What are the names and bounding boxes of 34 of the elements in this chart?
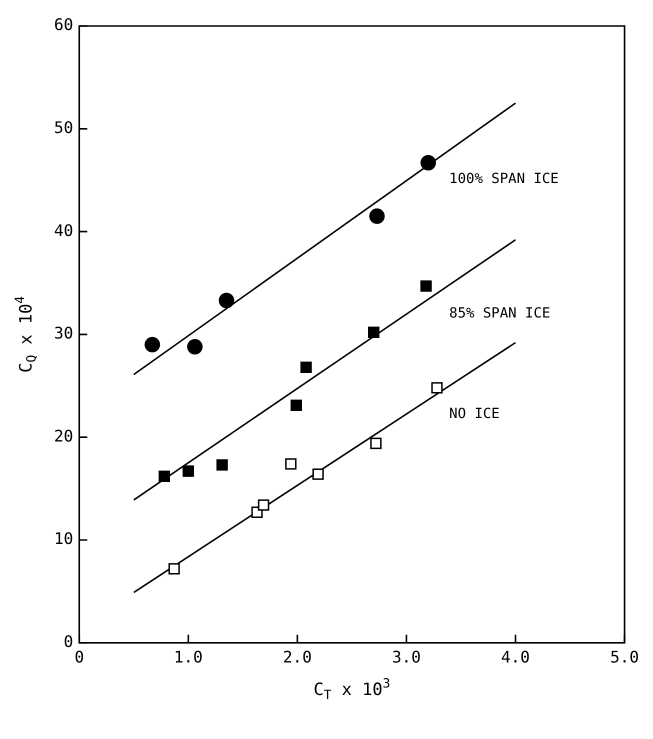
x-tick-label: 3.0: [392, 648, 421, 667]
point: [370, 438, 382, 450]
point: [431, 382, 443, 394]
y-tick-label: 50: [54, 118, 74, 137]
y-tick-label: 30: [54, 324, 74, 343]
y-tick-label: 0: [64, 632, 74, 651]
point: [216, 459, 228, 471]
x-tick-label: 1.0: [174, 648, 203, 667]
y-tick-label: 10: [54, 529, 74, 548]
point: [218, 292, 234, 308]
x-tick-label: 2.0: [282, 648, 312, 667]
point: [187, 338, 203, 354]
point: [312, 468, 324, 480]
y-tick-label: 20: [54, 426, 74, 446]
point: [182, 465, 194, 477]
series-label: 100% SPAN ICE: [449, 171, 559, 188]
series-label: 85% SPAN ICE: [449, 305, 550, 322]
point: [300, 362, 312, 373]
point: [369, 208, 385, 224]
point: [285, 458, 297, 470]
point: [168, 563, 180, 574]
y-tick-label: 60: [54, 15, 74, 34]
point: [368, 326, 380, 338]
point: [420, 154, 436, 170]
point: [420, 280, 432, 292]
series-label: NO ICE: [449, 406, 500, 422]
point: [144, 336, 160, 352]
x-tick-label: 4.0: [501, 648, 530, 667]
point: [258, 499, 270, 511]
y-axis-title: CQ x 104: [12, 296, 40, 373]
y-tick-label: 40: [54, 220, 74, 240]
point: [290, 400, 302, 412]
x-tick-label: 5.0: [610, 648, 640, 667]
point: [158, 470, 170, 482]
